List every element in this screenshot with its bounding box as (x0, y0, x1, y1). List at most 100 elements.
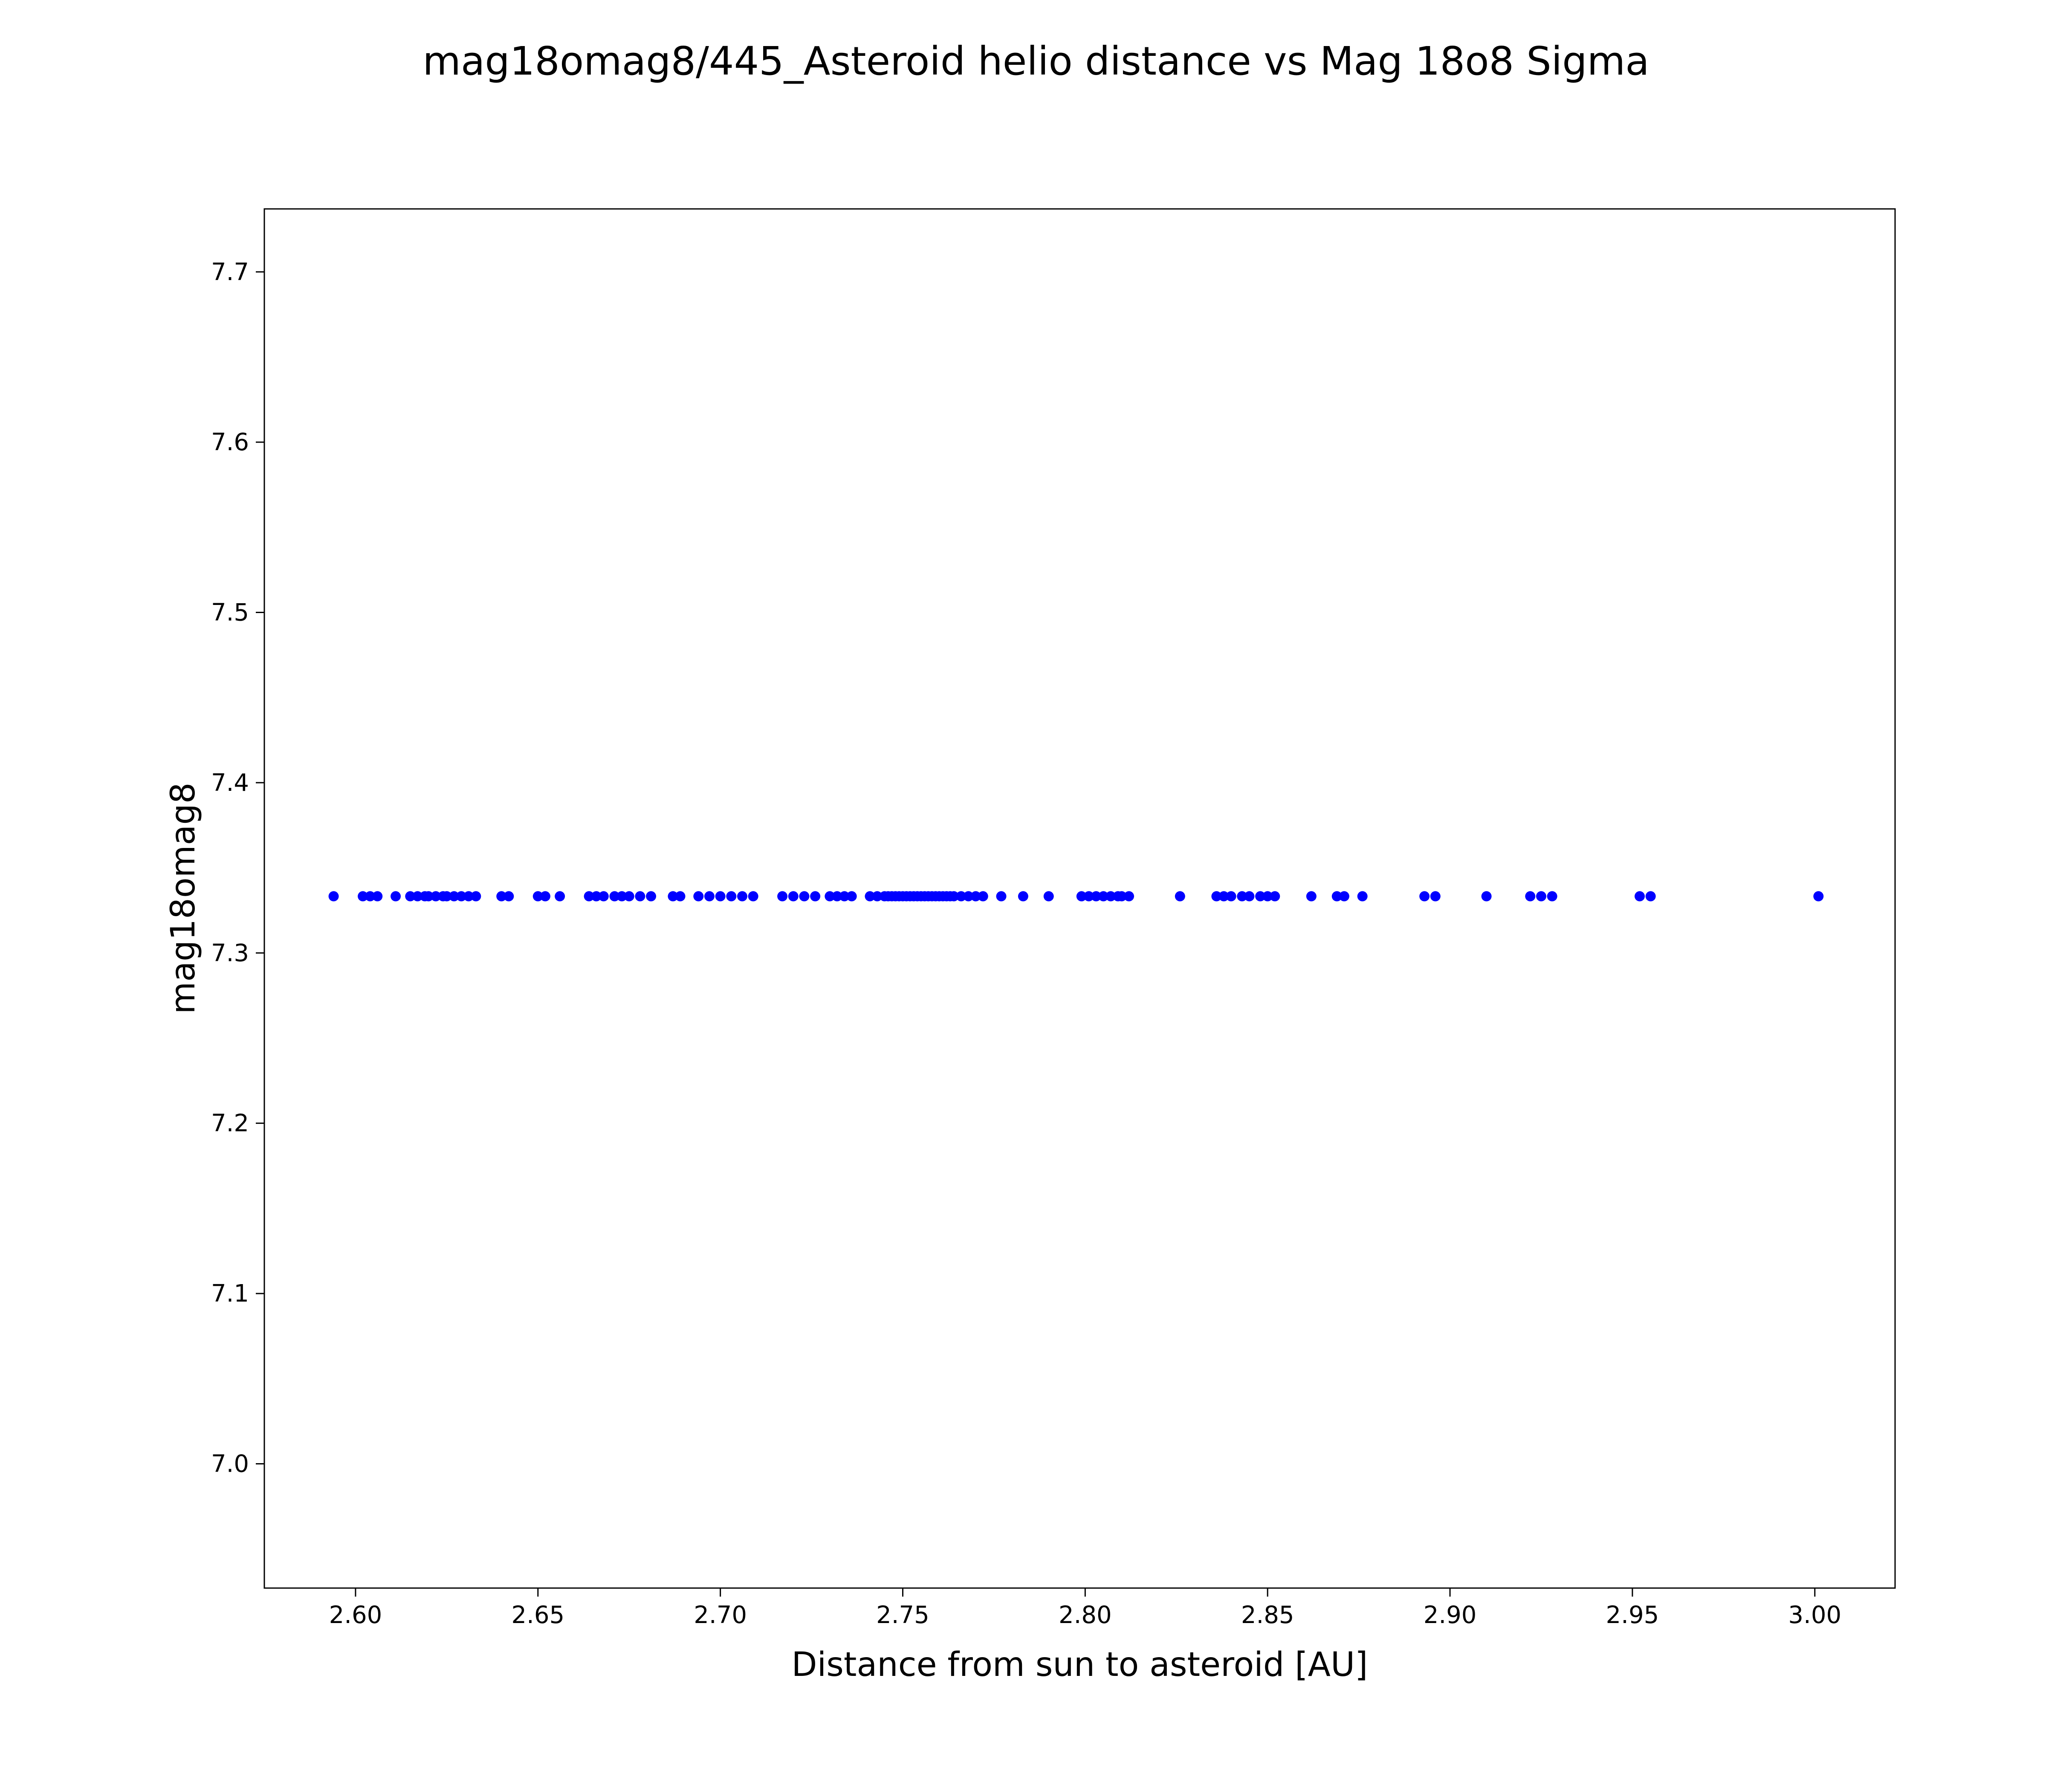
y-tick-label: 7.3 (211, 939, 249, 967)
data-point (1635, 891, 1645, 902)
data-point (1331, 891, 1342, 902)
y-tick-label: 7.2 (211, 1110, 249, 1137)
x-tick-label: 2.65 (511, 1601, 564, 1629)
data-point (328, 891, 339, 902)
data-point (1525, 891, 1536, 902)
data-point (405, 891, 416, 902)
data-point (532, 891, 543, 902)
x-tick-label: 2.90 (1424, 1601, 1477, 1629)
data-point (1083, 891, 1094, 902)
data-point (609, 891, 620, 902)
data-point (584, 891, 594, 902)
data-point (646, 891, 657, 902)
data-point (624, 891, 634, 902)
data-point (1813, 891, 1824, 902)
data-point (1226, 891, 1236, 902)
data-point (1262, 891, 1273, 902)
y-tick-label: 7.1 (211, 1280, 249, 1308)
data-point (1255, 891, 1266, 902)
data-point (1244, 891, 1255, 902)
y-tick-label: 7.6 (211, 428, 249, 456)
data-point (358, 891, 368, 902)
data-point (832, 891, 842, 902)
data-point (956, 891, 967, 902)
data-point (810, 891, 821, 902)
data-point (1218, 891, 1229, 902)
data-point (1076, 891, 1087, 902)
x-axis-label: Distance from sun to asteroid [AU] (791, 1646, 1368, 1684)
data-point (1105, 891, 1116, 902)
data-point (365, 891, 376, 902)
x-tick-label: 2.85 (1241, 1601, 1294, 1629)
data-point (431, 891, 441, 902)
chart-title: mag18omag8/445_Asteroid helio distance v… (423, 38, 1649, 84)
data-point (540, 891, 550, 902)
data-point (1339, 891, 1349, 902)
data-point (1211, 891, 1222, 902)
data-point (949, 891, 959, 902)
data-point (693, 891, 704, 902)
data-point (463, 891, 474, 902)
data-point (846, 891, 857, 902)
x-tick-label: 3.00 (1788, 1601, 1841, 1629)
data-point (449, 891, 459, 902)
data-point (799, 891, 810, 902)
data-point (591, 891, 602, 902)
data-point (1306, 891, 1317, 902)
x-tick-label: 2.70 (694, 1601, 747, 1629)
data-point (441, 891, 452, 902)
data-point (737, 891, 747, 902)
data-point (1430, 891, 1441, 902)
data-point (839, 891, 850, 902)
data-point (598, 891, 609, 902)
data-point (675, 891, 686, 902)
data-point (504, 891, 514, 902)
data-point (1175, 891, 1185, 902)
data-point (788, 891, 799, 902)
data-point (555, 891, 565, 902)
x-tick-label: 2.75 (876, 1601, 929, 1629)
data-point (668, 891, 678, 902)
data-point (391, 891, 401, 902)
data-point (1357, 891, 1368, 902)
y-tick-label: 7.0 (211, 1450, 249, 1478)
data-point (825, 891, 835, 902)
data-point (1481, 891, 1492, 902)
data-point (1098, 891, 1109, 902)
data-point (872, 891, 883, 902)
data-point (1536, 891, 1546, 902)
y-tick-label: 7.5 (211, 599, 249, 627)
data-point (1043, 891, 1054, 902)
data-point (777, 891, 788, 902)
axes-frame (263, 208, 1896, 1589)
data-point (423, 891, 434, 902)
data-point (1419, 891, 1430, 902)
data-point (412, 891, 423, 902)
data-point (1547, 891, 1557, 902)
data-point (865, 891, 875, 902)
data-point (748, 891, 758, 902)
data-point (1645, 891, 1656, 902)
data-point (970, 891, 981, 902)
data-point (1270, 891, 1280, 902)
data-point (1091, 891, 1102, 902)
data-point (456, 891, 467, 902)
data-point (1018, 891, 1028, 902)
data-point (471, 891, 481, 902)
x-tick-label: 2.80 (1059, 1601, 1112, 1629)
data-point (996, 891, 1007, 902)
y-axis-label: mag18omag8 (164, 782, 203, 1014)
data-point (496, 891, 507, 902)
data-point (1116, 891, 1127, 902)
data-point (715, 891, 726, 902)
y-tick-label: 7.7 (211, 258, 249, 286)
x-tick-label: 2.60 (329, 1601, 382, 1629)
y-tick-label: 7.4 (211, 769, 249, 797)
data-point (1124, 891, 1134, 902)
data-point (372, 891, 383, 902)
data-point (1237, 891, 1247, 902)
data-point (726, 891, 737, 902)
x-tick-label: 2.95 (1606, 1601, 1659, 1629)
